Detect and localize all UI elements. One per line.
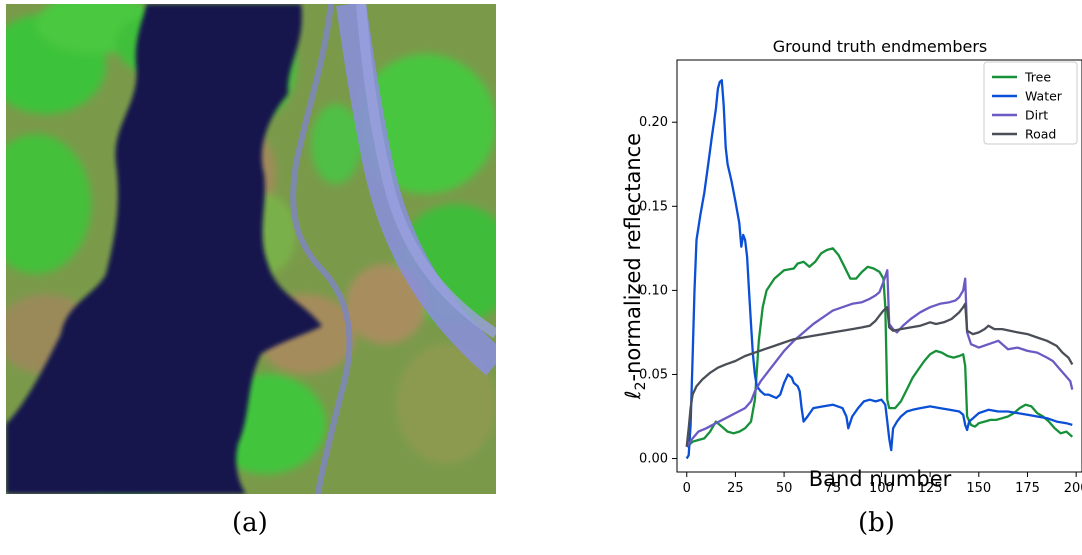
legend: Tree Water Dirt Road: [983, 61, 1078, 145]
x-tick-label: 50: [776, 481, 793, 496]
legend-label-road: Road: [1025, 127, 1056, 142]
x-tick-label: 150: [966, 481, 991, 496]
y-tick-label: 0.15: [639, 199, 668, 214]
panel-a-caption: (a): [232, 508, 268, 538]
legend-label-water: Water: [1025, 89, 1063, 104]
x-axis-ticks: 0 25 50 75 100 125 150 175 200: [683, 472, 1082, 496]
river-water: [6, 4, 322, 494]
y-tick-label: 0.20: [639, 115, 668, 130]
y-tick-label: 0.05: [639, 367, 668, 382]
chart-title: Ground truth endmembers: [773, 37, 988, 56]
y-tick-label: 0.00: [639, 452, 668, 467]
road-small: [290, 3, 353, 495]
series-lines: [685, 79, 1074, 460]
x-tick-label: 0: [683, 481, 691, 496]
chart-panel: Ground truth endmembers 0 25 50 75 100 125 150…: [612, 20, 1082, 500]
x-tick-label: 75: [824, 481, 841, 496]
legend-label-tree: Tree: [1024, 70, 1051, 85]
highway-branch: [356, 3, 499, 339]
aerial-image: [0, 0, 516, 495]
x-tick-label: 125: [918, 481, 943, 496]
endmember-chart: Ground truth endmembers 0 25 50 75 100 125 150…: [621, 37, 1082, 496]
y-axis-label: ℓ2-normalized reflectance: [621, 133, 649, 400]
y-tick-label: 0.10: [639, 283, 668, 298]
x-tick-label: 25: [727, 481, 744, 496]
plot-frame: [676, 59, 1082, 473]
panel-b-caption: (b): [858, 508, 895, 538]
legend-box: [983, 61, 1078, 145]
series-line-dirt: [685, 269, 1074, 448]
x-tick-label: 175: [1015, 481, 1040, 496]
y-axis-ticks: 0.00 0.05 0.10 0.15 0.20: [639, 115, 677, 467]
series-line-tree: [685, 247, 1074, 448]
aerial-image-svg: [0, 0, 516, 495]
series-line-water: [685, 79, 1073, 460]
x-tick-label: 200: [1064, 481, 1082, 496]
highway-lanes: [336, 1, 506, 376]
x-tick-label: 100: [869, 481, 894, 496]
legend-label-dirt: Dirt: [1025, 108, 1048, 123]
series-line-road: [685, 302, 1074, 447]
x-axis-label: Band number: [809, 467, 952, 491]
